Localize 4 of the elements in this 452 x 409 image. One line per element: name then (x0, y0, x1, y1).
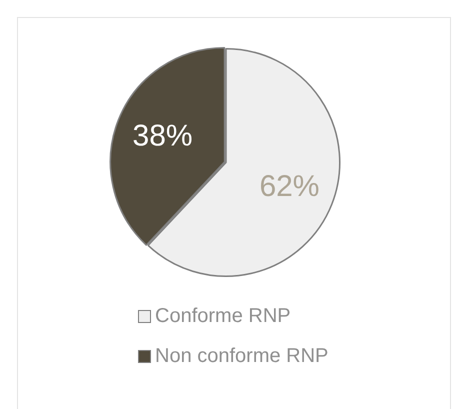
data-label: 38% (132, 120, 193, 153)
legend-label: Conforme RNP (155, 304, 291, 328)
data-label: 62% (259, 170, 320, 203)
legend-label: Non conforme RNP (155, 344, 328, 368)
